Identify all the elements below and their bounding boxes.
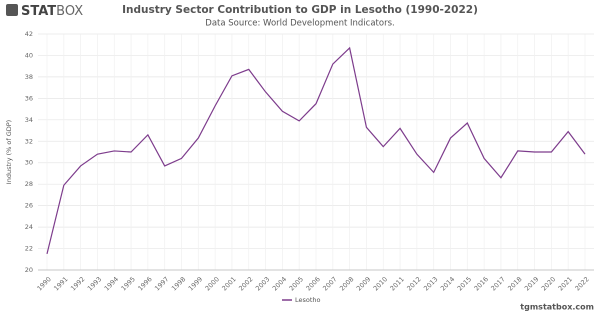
footer: tgmstatbox.com <box>520 303 594 312</box>
legend-label: Lesotho <box>295 296 321 304</box>
chart-subtitle: Data Source: World Development Indicator… <box>205 19 394 29</box>
y-tick-label: 24 <box>25 223 33 231</box>
x-tick-label: 1996 <box>136 275 153 292</box>
x-tick-label: 2014 <box>439 275 456 292</box>
x-tick-label: 1992 <box>69 275 86 292</box>
x-tick-label: 2018 <box>506 275 523 292</box>
x-tick-label: 2015 <box>456 275 473 292</box>
x-tick-label: 1999 <box>187 275 204 292</box>
x-tick-label: 1993 <box>86 275 103 292</box>
x-tick-label: 1990 <box>35 275 52 292</box>
y-tick-label: 40 <box>25 51 33 59</box>
y-tick-label: 36 <box>25 94 33 102</box>
x-tick-label: 2013 <box>422 275 439 292</box>
brand-light: BOX <box>56 4 83 19</box>
brand: STATBOX <box>21 4 83 19</box>
x-tick-label: 2006 <box>304 275 321 292</box>
x-tick-label: 2019 <box>523 275 540 292</box>
x-tick-label: 2002 <box>237 275 254 292</box>
y-tick-label: 34 <box>25 116 33 124</box>
x-tick-label: 2008 <box>338 275 355 292</box>
y-tick-label: 20 <box>25 266 33 274</box>
x-tick-label: 2004 <box>271 275 288 292</box>
y-tick-label: 22 <box>25 245 33 253</box>
y-tick-label: 32 <box>25 137 33 145</box>
x-tick-label: 2001 <box>220 275 237 292</box>
x-tick-label: 2003 <box>254 275 271 292</box>
y-tick-label: 30 <box>25 159 33 167</box>
x-tick-label: 1995 <box>120 275 137 292</box>
y-tick-label: 42 <box>25 30 33 38</box>
y-tick-label: 26 <box>25 202 33 210</box>
x-tick-label: 2012 <box>405 275 422 292</box>
x-tick-label: 1991 <box>52 275 69 292</box>
y-tick-label: 28 <box>25 180 33 188</box>
y-axis-label: Industry (% of GDP) <box>5 120 13 184</box>
chart-title: Industry Sector Contribution to GDP in L… <box>122 4 478 16</box>
x-tick-label: 2010 <box>372 275 389 292</box>
line-series <box>46 46 586 255</box>
logo-icon <box>6 4 18 16</box>
x-tick-label: 2005 <box>288 275 305 292</box>
x-tick-label: 2000 <box>204 275 221 292</box>
x-tick-label: 1997 <box>153 275 170 292</box>
x-tick-label: 2016 <box>473 275 490 292</box>
x-tick-label: 2022 <box>573 275 590 292</box>
x-tick-label: 2007 <box>321 275 338 292</box>
x-tick-label: 2020 <box>540 275 557 292</box>
x-tick-label: 1994 <box>103 275 120 292</box>
x-tick-label: 2011 <box>389 275 406 292</box>
x-tick-label: 2009 <box>355 275 372 292</box>
y-tick-label: 38 <box>25 73 33 81</box>
brand-strong: STAT <box>21 4 56 19</box>
x-tick-label: 1998 <box>170 275 187 292</box>
x-tick-label: 2017 <box>489 275 506 292</box>
x-tick-label: 2021 <box>557 275 574 292</box>
